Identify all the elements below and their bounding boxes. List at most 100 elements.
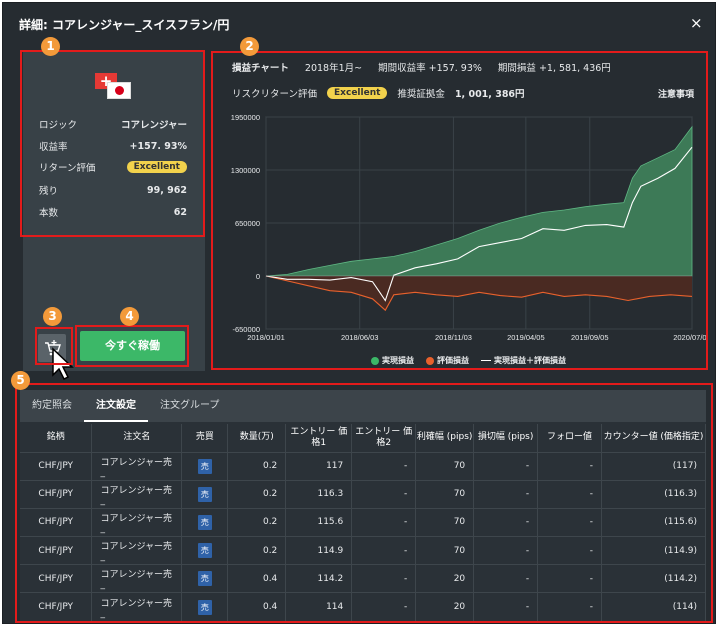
table-cell: 売 <box>181 536 229 565</box>
y-tick-label: -650000 <box>232 325 260 334</box>
y-tick-label: 1950000 <box>231 113 260 122</box>
sell-badge: 売 <box>197 543 212 559</box>
notice-link[interactable]: 注意事項 <box>657 90 694 100</box>
table-cell: - <box>351 536 417 565</box>
table-cell: - <box>351 507 417 537</box>
tab-executions[interactable]: 約定照会 <box>32 400 72 411</box>
x-tick-label: 2018/01/01 <box>247 333 285 342</box>
table-cell: 115.6 <box>285 507 353 537</box>
table-row: CHF/JPY コアレンジャー売_ 売 0.4 114.2-20- - (114.2) <box>20 564 706 593</box>
highlight-box-2 <box>211 51 708 370</box>
highlight-box-1 <box>20 50 205 237</box>
table-cell: - <box>473 507 539 537</box>
table-row: CHF/JPY コアレンジャー売_ 売 0.4 114-20- - (114) <box>20 592 706 622</box>
highlight-box-3 <box>35 327 73 365</box>
table-cell: CHF/JPY <box>20 592 93 622</box>
table-cell: 0.4 <box>227 592 287 622</box>
table-cell: コアレンジャー売_ <box>91 564 183 593</box>
table-body: CHF/JPY コアレンジャー売_ 売 0.2 117-70- - (117) CHF/JPY… <box>20 451 706 622</box>
start-now-button[interactable]: 今すぐ稼働 <box>80 331 185 361</box>
column-header: 利確幅 (pips) <box>415 424 475 452</box>
table-cell: 0.2 <box>227 536 287 565</box>
window-title: 詳細: コアレンジャー_スイスフラン/円 <box>19 18 230 32</box>
highlight-box-5 <box>15 383 713 623</box>
marker-4: 4 <box>120 307 139 326</box>
table-cell: - <box>351 564 417 593</box>
table-cell: - <box>537 451 603 481</box>
column-header: フォロー値 <box>537 424 603 452</box>
table-cell: コアレンジャー売_ <box>91 479 183 509</box>
table-cell: 0.4 <box>227 564 287 593</box>
x-tick-label: 2019/04/05 <box>507 333 545 342</box>
orders-tabs: 約定照会 注文設定 注文グループ <box>20 390 706 422</box>
chart-period: 2018年1月~ <box>304 63 363 74</box>
table-cell: (114.2) <box>601 564 706 593</box>
chart-title: 損益チャート <box>232 63 289 74</box>
x-tick-label: 2018/06/03 <box>341 333 379 342</box>
table-cell: 70 <box>415 507 475 537</box>
excellent-badge: Excellent <box>126 161 187 173</box>
table-cell: CHF/JPY <box>20 536 93 565</box>
series-total-line <box>265 146 693 302</box>
tab-order-groups[interactable]: 注文グループ <box>160 400 220 411</box>
table-cell: 70 <box>415 451 475 481</box>
column-header: 売買 <box>181 424 229 452</box>
sell-badge: 売 <box>197 458 212 474</box>
table-cell: 売 <box>181 507 229 537</box>
table-cell: - <box>473 564 539 593</box>
y-tick-label: 0 <box>256 272 260 281</box>
column-header: 損切幅 (pips) <box>473 424 539 452</box>
marker-3: 3 <box>43 307 62 326</box>
marker-2: 2 <box>240 37 259 56</box>
profit-chart-panel: 損益チャート 2018年1月~ 期間収益率 +157. 93% 期間損益 +1,… <box>216 51 706 371</box>
table-cell: 売 <box>181 479 229 509</box>
table-cell: 売 <box>181 451 229 481</box>
table-cell: コアレンジャー売_ <box>91 536 183 565</box>
table-cell: 117 <box>285 451 353 481</box>
info-row-logic: ロジック コアレンジャー <box>39 120 187 131</box>
table-cell: 20 <box>415 564 475 593</box>
table-cell: 114.2 <box>285 564 353 593</box>
table-cell: 売 <box>181 592 229 622</box>
table-row: CHF/JPY コアレンジャー売_ 売 0.2 115.6-70- - (115.6) <box>20 507 706 537</box>
table-cell: - <box>473 479 539 509</box>
marker-5: 5 <box>11 371 30 390</box>
close-icon[interactable]: × <box>690 14 703 32</box>
info-row-rating: リターン評価 Excellent <box>39 160 187 174</box>
table-cell: (116.3) <box>601 479 706 509</box>
series-realized-area <box>265 125 693 277</box>
sell-badge: 売 <box>197 571 212 587</box>
table-cell: 114.9 <box>285 536 353 565</box>
table-cell: - <box>351 479 417 509</box>
orders-table: 銘柄 注文名 売買 数量(万) エントリー 価格1 エントリー 価格2 利確幅 (pips)… <box>20 424 706 622</box>
marker-1: 1 <box>41 37 60 56</box>
table-cell: - <box>473 536 539 565</box>
column-header: カウンター値 (価格指定) <box>601 424 706 452</box>
table-cell: - <box>537 564 603 593</box>
highlight-box-4 <box>75 325 189 367</box>
table-cell: CHF/JPY <box>20 564 93 593</box>
table-cell: 70 <box>415 479 475 509</box>
x-tick-label: 2020/07/06 <box>673 333 706 342</box>
table-cell: 0.2 <box>227 479 287 509</box>
chart-legend: 実現損益 評価損益 実現損益＋評価損益 <box>371 355 566 366</box>
table-cell: - <box>473 451 539 481</box>
risk-summary: リスクリターン評価 Excellent 推奨証拠金 1, 001, 386円 <box>232 87 525 100</box>
table-cell: CHF/JPY <box>20 479 93 509</box>
series-unrealized-line <box>265 275 693 312</box>
table-cell: - <box>537 536 603 565</box>
y-tick-label: 650000 <box>235 219 260 228</box>
orders-panel: 約定照会 注文設定 注文グループ 銘柄 注文名 売買 数量(万) エントリー 価格1 エン… <box>20 390 706 622</box>
table-header: 銘柄 注文名 売買 数量(万) エントリー 価格1 エントリー 価格2 利確幅 (pips)… <box>20 424 706 452</box>
risk-badge: Excellent <box>327 87 388 99</box>
table-cell: 20 <box>415 592 475 622</box>
x-tick-label: 2019/09/05 <box>571 333 609 342</box>
table-cell: 70 <box>415 536 475 565</box>
table-cell: CHF/JPY <box>20 451 93 481</box>
column-header: 注文名 <box>91 424 183 452</box>
japan-flag-icon <box>107 82 131 99</box>
tab-order-settings[interactable]: 注文設定 <box>84 390 148 422</box>
table-cell: - <box>351 451 417 481</box>
column-header: 銘柄 <box>20 424 93 452</box>
